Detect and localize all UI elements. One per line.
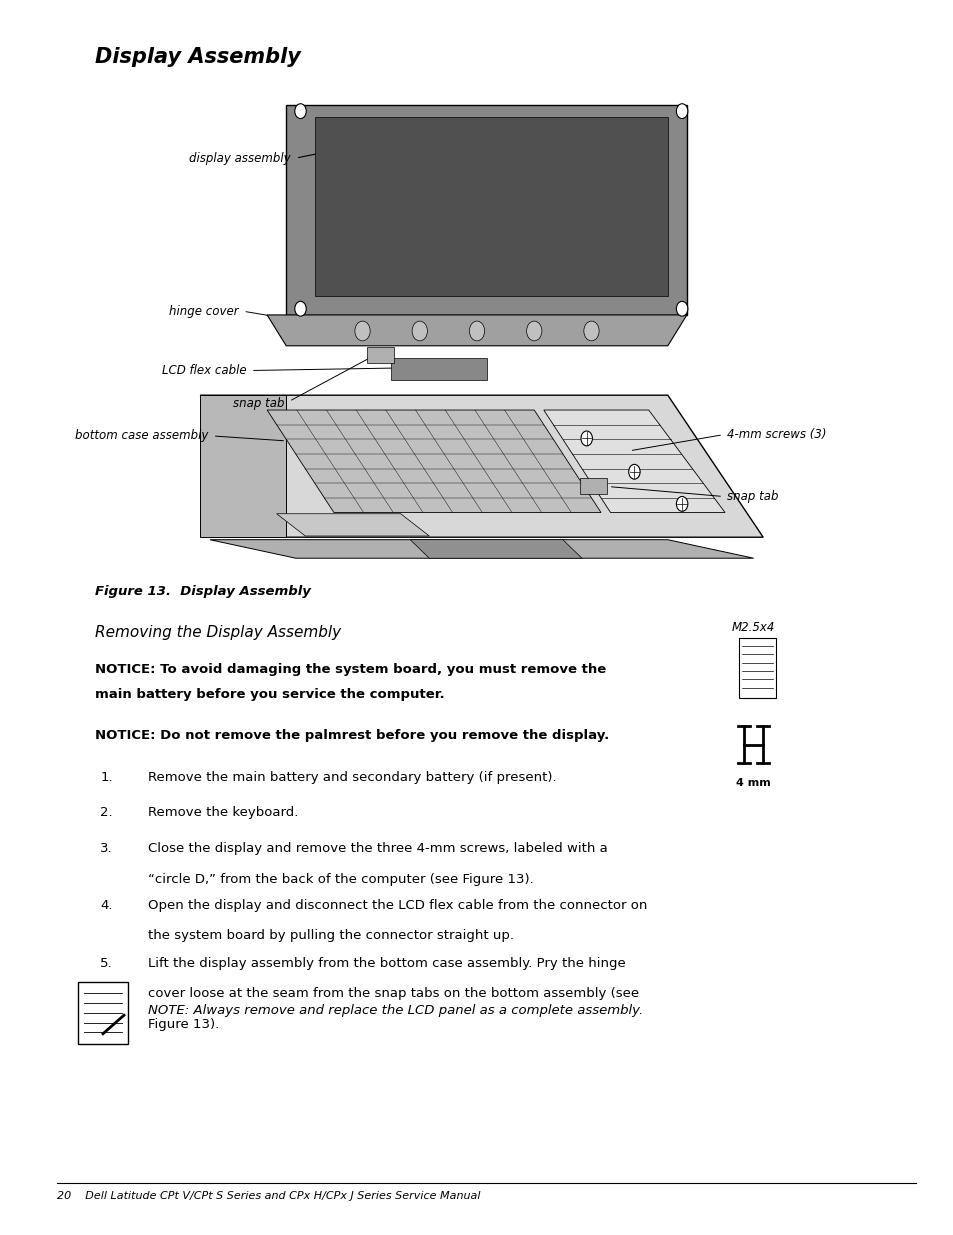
Text: bottom case assembly: bottom case assembly [74,430,208,442]
Bar [579,478,606,494]
Text: snap tab: snap tab [233,398,284,410]
Polygon shape [314,117,667,296]
Text: LCD flex cable: LCD flex cable [161,364,246,377]
Text: 4-mm screws (3): 4-mm screws (3) [726,429,825,441]
Text: Lift the display assembly from the bottom case assembly. Pry the hinge: Lift the display assembly from the botto… [148,957,625,971]
Bar [78,982,128,1044]
Bar [391,358,486,380]
Circle shape [294,301,306,316]
Text: M2.5x4: M2.5x4 [731,621,775,634]
Text: 1.: 1. [100,771,112,784]
Circle shape [469,321,484,341]
Polygon shape [210,540,753,558]
Text: 20    Dell Latitude CPt V/CPt S Series and CPx H/CPx J Series Service Manual: 20 Dell Latitude CPt V/CPt S Series and … [57,1191,480,1200]
Circle shape [580,431,592,446]
Bar [367,347,394,363]
Polygon shape [200,395,286,537]
Polygon shape [543,410,724,513]
Polygon shape [267,315,686,346]
Polygon shape [267,410,600,513]
Text: NOTE: Always remove and replace the LCD panel as a complete assembly.: NOTE: Always remove and replace the LCD … [148,1004,642,1016]
Text: Figure 13).: Figure 13). [148,1018,219,1031]
Text: 5.: 5. [100,957,112,971]
Polygon shape [410,540,581,558]
Circle shape [676,104,687,119]
Text: Removing the Display Assembly: Removing the Display Assembly [95,625,341,640]
Text: 2.: 2. [100,806,112,820]
Circle shape [628,464,639,479]
Text: hinge cover: hinge cover [169,305,238,317]
Text: snap tab: snap tab [726,490,778,503]
Circle shape [412,321,427,341]
Text: cover loose at the seam from the snap tabs on the bottom assembly (see: cover loose at the seam from the snap ta… [148,988,639,1000]
Circle shape [294,104,306,119]
Text: “circle D,” from the back of the computer (see Figure 13).: “circle D,” from the back of the compute… [148,872,533,885]
Text: display assembly: display assembly [189,152,291,164]
Text: 4.: 4. [100,899,112,913]
Circle shape [583,321,598,341]
Text: the system board by pulling the connector straight up.: the system board by pulling the connecto… [148,929,514,942]
Text: main battery before you service the computer.: main battery before you service the comp… [95,688,444,701]
Polygon shape [200,395,762,537]
Text: Close the display and remove the three 4-mm screws, labeled with a: Close the display and remove the three 4… [148,842,607,856]
Circle shape [355,321,370,341]
Text: Display Assembly: Display Assembly [95,47,301,67]
Text: NOTICE: Do not remove the palmrest before you remove the display.: NOTICE: Do not remove the palmrest befor… [95,729,609,742]
Text: 4 mm: 4 mm [736,778,770,788]
Text: Remove the keyboard.: Remove the keyboard. [148,806,298,820]
Bar [739,638,775,698]
Polygon shape [276,514,429,536]
Text: Figure 13.  Display Assembly: Figure 13. Display Assembly [95,585,311,599]
Text: NOTICE: To avoid damaging the system board, you must remove the: NOTICE: To avoid damaging the system boa… [95,663,606,677]
Circle shape [526,321,541,341]
Circle shape [676,301,687,316]
Text: Open the display and disconnect the LCD flex cable from the connector on: Open the display and disconnect the LCD … [148,899,646,913]
Text: 3.: 3. [100,842,112,856]
Text: Remove the main battery and secondary battery (if present).: Remove the main battery and secondary ba… [148,771,556,784]
Polygon shape [286,105,686,315]
Circle shape [676,496,687,511]
